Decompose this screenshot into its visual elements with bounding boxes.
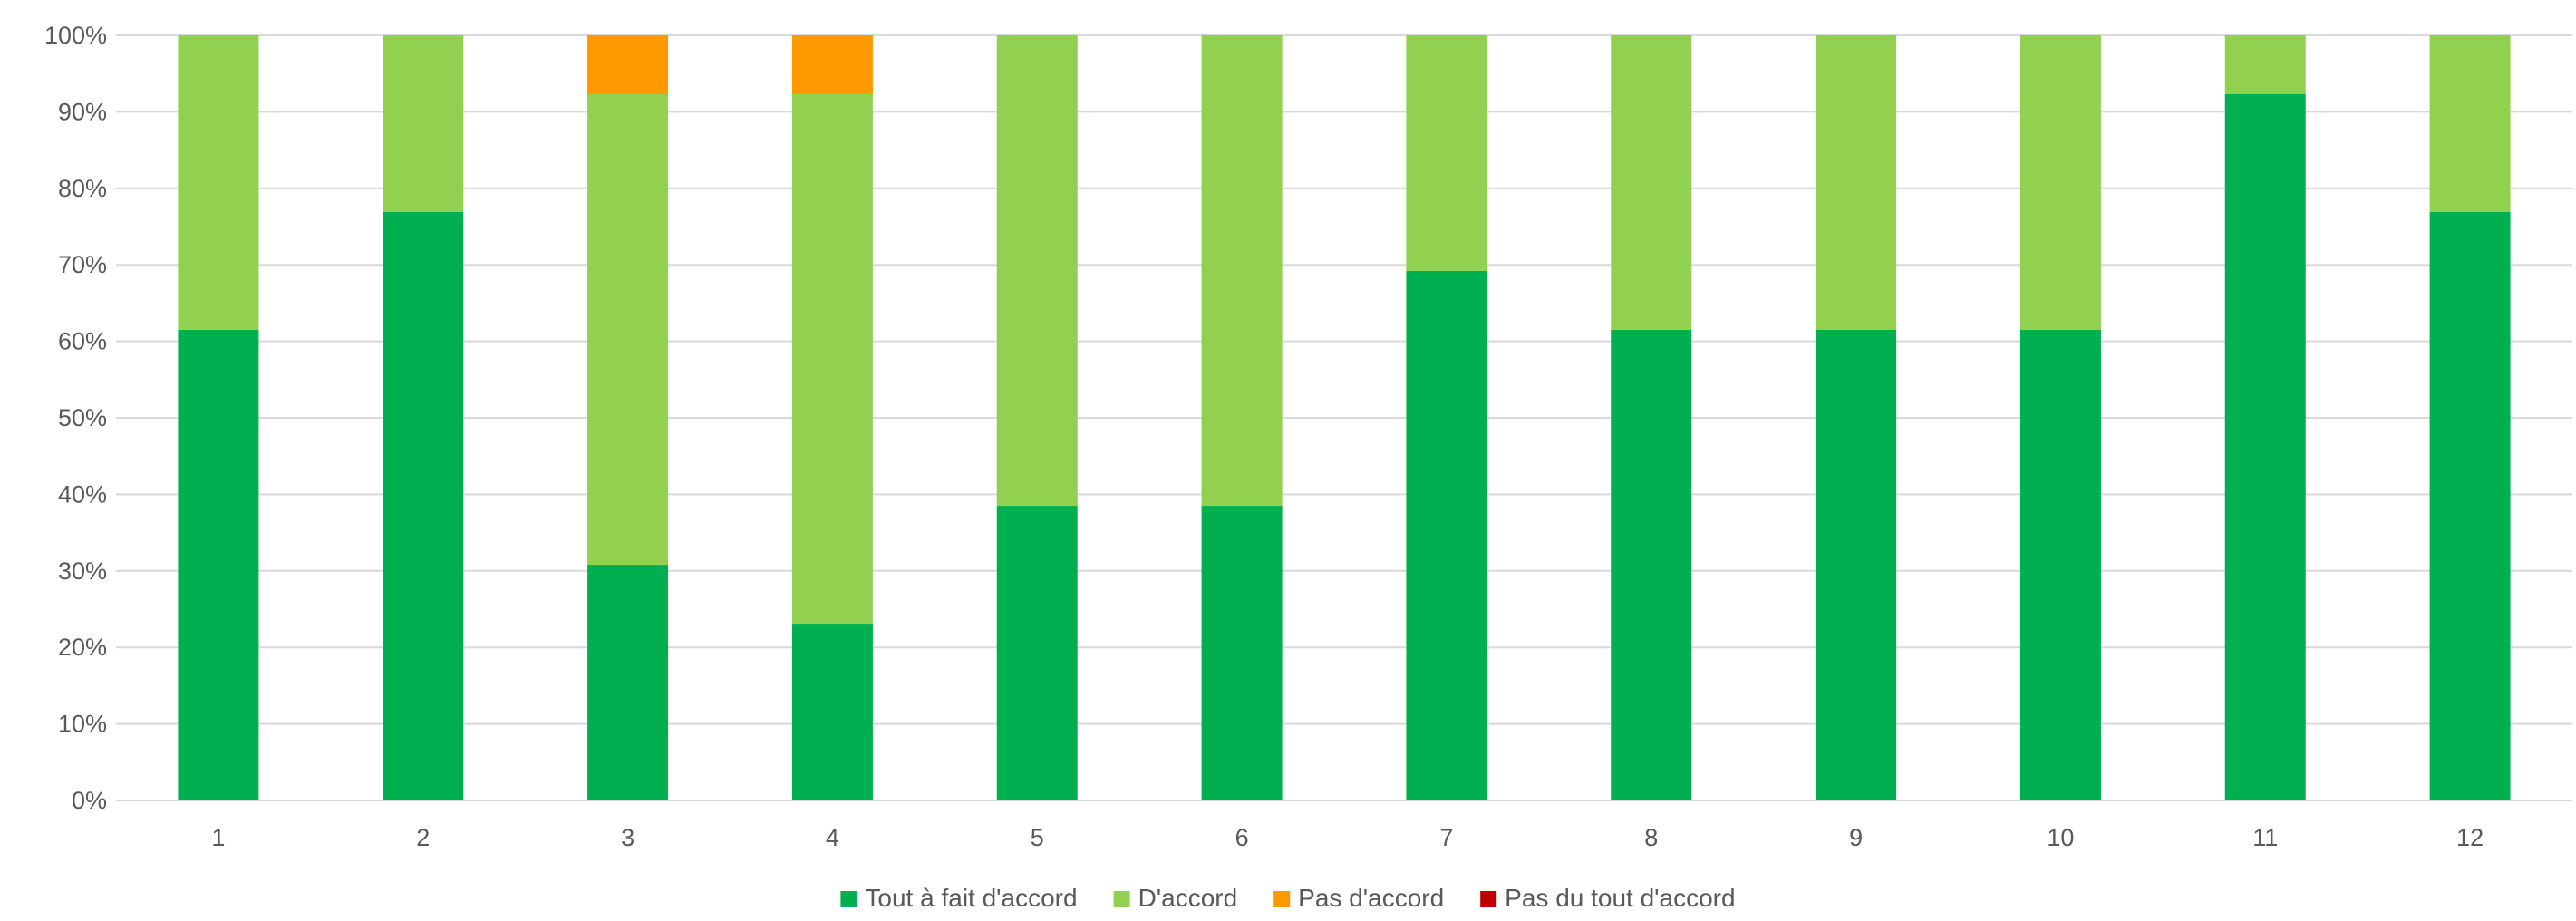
bar-segment-2 (1406, 35, 1487, 271)
legend-swatch (1480, 891, 1497, 907)
y-tick-label: 0% (72, 787, 107, 814)
y-tick-label: 10% (58, 711, 107, 738)
bar-segment-1 (2429, 211, 2511, 801)
bar-segment-2 (383, 35, 464, 212)
y-tick-label: 80% (58, 175, 107, 202)
y-axis-tick-labels: 0% 10% 20% 30% 40% 50% 60% 70% 80% 90% 100% (44, 22, 107, 814)
x-tick-label: 4 (826, 824, 839, 851)
y-tick-label: 70% (58, 251, 107, 278)
x-tick-label: 3 (621, 824, 634, 851)
y-tick-label: 100% (44, 22, 107, 49)
y-tick-label: 30% (58, 557, 107, 585)
legend-swatch (840, 891, 857, 907)
x-tick-label: 10 (2047, 824, 2074, 851)
legend-label: Pas du tout d'accord (1505, 884, 1735, 912)
x-tick-label: 8 (1644, 824, 1658, 851)
legend-swatch (1273, 891, 1291, 907)
bar-segment-1 (2224, 93, 2306, 801)
bar-segment-2 (791, 93, 873, 625)
x-tick-label: 9 (1849, 824, 1863, 851)
bar-segment-1 (1406, 270, 1487, 800)
y-tick-label: 20% (58, 634, 107, 661)
y-tick-label: 50% (58, 404, 107, 431)
bar-segment-2 (996, 35, 1078, 507)
x-tick-label: 2 (416, 824, 430, 851)
bar-segment-1 (791, 624, 873, 800)
legend: Tout à fait d'accord D'accord Pas d'accord… (840, 884, 1736, 912)
y-tick-label: 90% (58, 98, 107, 125)
bar-segment-2 (2019, 35, 2101, 330)
bar-segment-1 (996, 506, 1078, 800)
bar-segment-2 (2429, 35, 2511, 212)
gridlines (116, 34, 2572, 725)
bar-segment-3 (791, 35, 873, 94)
x-tick-label: 7 (1439, 824, 1453, 851)
bar-segment-1 (178, 329, 259, 800)
y-tick-label: 60% (58, 328, 107, 355)
x-tick-label: 6 (1235, 824, 1249, 851)
legend-label: D'accord (1138, 884, 1238, 912)
x-tick-label: 12 (2456, 824, 2484, 851)
legend-swatch (1113, 891, 1130, 907)
bar-segment-2 (1201, 35, 1283, 507)
x-tick-label: 11 (2252, 824, 2278, 851)
legend-label: Pas d'accord (1298, 884, 1444, 912)
bar-segment-1 (1201, 506, 1283, 800)
bar-segment-2 (2224, 35, 2306, 94)
bar-segment-1 (383, 211, 464, 801)
x-tick-label: 1 (211, 824, 225, 851)
bar-segment-2 (1611, 35, 1692, 330)
x-tick-label: 5 (1031, 824, 1044, 851)
y-tick-label: 40% (58, 480, 107, 508)
bars (178, 35, 2511, 801)
bar-segment-1 (2019, 329, 2101, 800)
bar-segment-3 (587, 35, 669, 94)
bar-segment-1 (1611, 329, 1692, 800)
bar-segment-2 (178, 35, 259, 330)
x-axis-tick-labels: 1 2 3 4 5 6 7 8 9 10 11 12 (211, 824, 2484, 851)
bar-segment-1 (587, 565, 669, 800)
bar-segment-2 (1816, 35, 1897, 330)
bar-segment-1 (1816, 329, 1897, 800)
bar-segment-2 (587, 93, 669, 566)
legend-label: Tout à fait d'accord (865, 884, 1077, 912)
